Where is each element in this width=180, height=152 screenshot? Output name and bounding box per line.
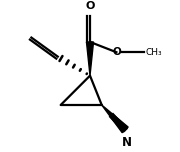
Text: O: O bbox=[85, 1, 95, 11]
Polygon shape bbox=[102, 105, 128, 133]
Polygon shape bbox=[86, 42, 94, 76]
Text: O: O bbox=[112, 47, 121, 57]
Text: CH₃: CH₃ bbox=[146, 48, 162, 57]
Text: N: N bbox=[122, 136, 132, 149]
